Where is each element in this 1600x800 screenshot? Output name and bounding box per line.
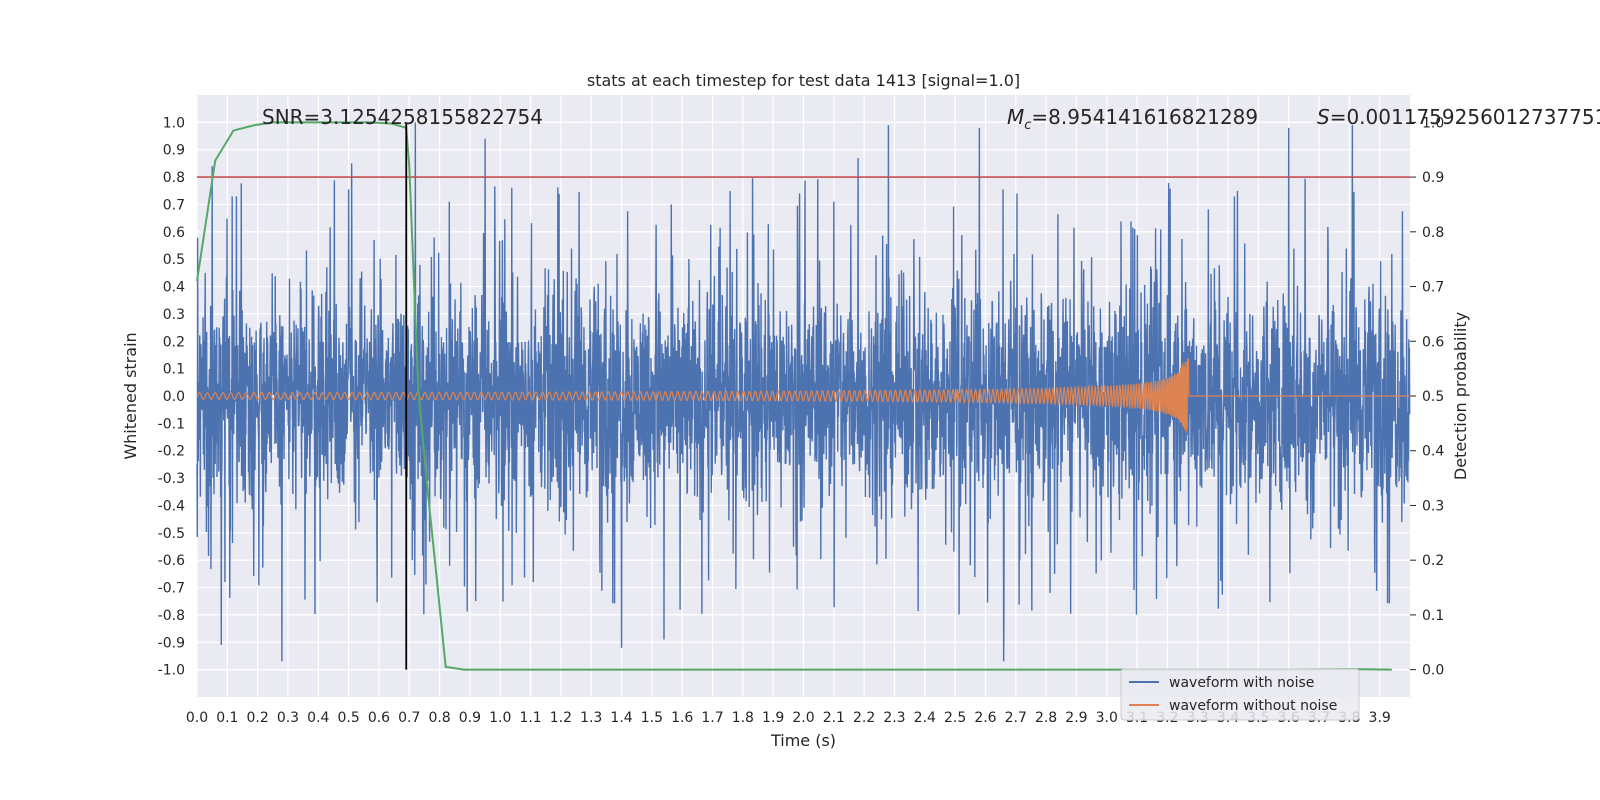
y-tick-label: -0.5 [158,526,185,542]
legend-entry-noise: waveform with noise [1169,675,1314,691]
x-tick-label: 1.6 [671,710,693,726]
x-tick-label: 1.4 [610,710,632,726]
x-tick-label: 1.3 [580,710,602,726]
x-axis-label: Time (s) [770,731,836,750]
x-tick-label: 1.0 [489,710,511,726]
y-tick-label: -0.8 [158,608,185,624]
y2-tick-label: 0.2 [1422,553,1444,569]
y2-tick-label: 0.9 [1422,170,1444,186]
x-tick-label: 1.8 [732,710,754,726]
y2-tick-label: 0.7 [1422,280,1444,296]
legend: waveform with noise waveform without noi… [1120,668,1360,721]
y-tick-label: -0.9 [158,635,185,651]
snr-annotation: SNR=3.1254258155822754 [262,105,543,129]
x-tick-label: 1.1 [519,710,541,726]
y-tick-label: 0.2 [163,334,185,350]
mc-symbol: M [1007,105,1024,129]
y-axis-label: Whitened strain [121,332,140,459]
y2-tick-label: 0.1 [1422,608,1444,624]
x-tick-label: 2.7 [1005,710,1027,726]
y-tick-label: 0.5 [163,252,185,268]
y-tick-label: 0.7 [163,197,185,213]
x-tick-label: 2.3 [883,710,905,726]
legend-box [1120,668,1360,721]
x-tick-label: 2.0 [792,710,814,726]
x-tick-label: 2.2 [853,710,875,726]
y-tick-label: -0.1 [158,416,185,432]
x-tick-label: 0.7 [398,710,420,726]
x-tick-label: 0.4 [307,710,329,726]
y2-tick-label: 0.3 [1422,498,1444,514]
x-tick-label: 0.5 [337,710,359,726]
s-value: =0.0011759256012737751 [1330,105,1600,129]
x-tick-label: 0.8 [428,710,450,726]
y-tick-label: -0.7 [158,581,185,597]
mc-subscript: c [1024,118,1031,133]
y2-tick-label: 0.6 [1422,334,1444,350]
y-tick-label: 0.6 [163,225,185,241]
y2-tick-label: 0.5 [1422,389,1444,405]
x-tick-label: 0.1 [216,710,238,726]
x-tick-label: 3.0 [1096,710,1118,726]
y-tick-label: -0.4 [158,498,185,514]
y-tick-label: 0.8 [163,170,185,186]
x-tick-label: 0.9 [459,710,481,726]
x-tick-label: 3.9 [1369,710,1391,726]
noisy-waveform-line [196,122,1411,662]
y-tick-label: -0.6 [158,553,185,569]
x-tick-label: 1.7 [701,710,723,726]
y-tick-label: 0.9 [163,143,185,159]
y-tick-label: 0.3 [163,307,185,323]
x-tick-label: 0.6 [368,710,390,726]
y2-tick-label: 0.4 [1422,444,1444,460]
s-symbol: S [1317,105,1330,129]
y2-axis-label: Detection probability [1451,312,1470,480]
y-tick-label: -0.2 [158,444,185,460]
y2-tick-label: 0.0 [1422,663,1444,679]
mc-value: =8.954141616821289 [1031,105,1258,129]
x-tick-label: 1.5 [641,710,663,726]
detection-probability-line [196,121,1392,671]
y-tick-label: 0.1 [163,362,185,378]
y2-tick-label: 0.8 [1422,225,1444,241]
chart-title: stats at each timestep for test data 141… [587,71,1020,90]
x-tick-label: 2.6 [974,710,996,726]
x-tick-label: 2.5 [944,710,966,726]
y-tick-label: -0.3 [158,471,185,487]
series-layer [196,121,1411,671]
x-tick-label: 0.2 [247,710,269,726]
x-tick-label: 2.4 [914,710,936,726]
x-tick-label: 2.1 [823,710,845,726]
y-tick-label: 1.0 [163,115,185,131]
mc-annotation: Mc=8.954141616821289 [1007,105,1258,133]
y-tick-label: -1.0 [158,663,185,679]
legend-entry-clean: waveform without noise [1169,698,1337,714]
y-tick-label: 0.0 [163,389,185,405]
x-tick-label: 1.2 [550,710,572,726]
x-tick-label: 2.8 [1035,710,1057,726]
s-annotation: S=0.0011759256012737751 [1317,105,1600,129]
x-tick-label: 0.0 [186,710,208,726]
y2-tick-label: 1.0 [1422,115,1444,131]
x-tick-label: 2.9 [1065,710,1087,726]
clean-waveform-line [196,358,1410,433]
x-tick-label: 0.3 [277,710,299,726]
x-tick-label: 1.9 [762,710,784,726]
y-tick-label: 0.4 [163,280,185,296]
